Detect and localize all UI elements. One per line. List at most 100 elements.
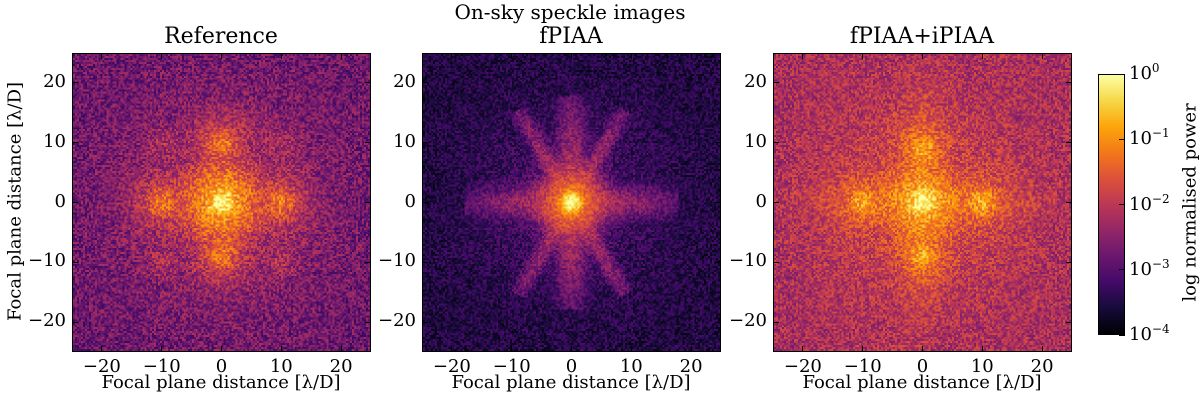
colorbar-tick-mark bbox=[1119, 334, 1125, 336]
x-tick-label: 0 bbox=[565, 356, 578, 377]
x-tick-mark bbox=[981, 53, 983, 59]
x-tick-mark bbox=[922, 346, 923, 352]
y-tick-mark bbox=[773, 261, 779, 263]
x-tick-label: −20 bbox=[82, 356, 121, 377]
colorbar-tick-label: 10−1 bbox=[1129, 126, 1170, 149]
y-tick-mark bbox=[773, 142, 779, 144]
x-tick-mark bbox=[161, 53, 163, 59]
tick-exponent: −2 bbox=[1151, 191, 1170, 206]
y-tick-label: −20 bbox=[28, 310, 66, 332]
x-tick-label: 10 bbox=[619, 356, 643, 377]
x-tick-mark bbox=[101, 346, 103, 352]
x-tick-label: 20 bbox=[1030, 356, 1054, 377]
y-tick-mark bbox=[422, 82, 428, 84]
y-tick-mark bbox=[715, 202, 721, 203]
y-tick-label: −20 bbox=[729, 310, 767, 332]
tick-exponent: −1 bbox=[1151, 126, 1170, 141]
y-tick-label: −10 bbox=[729, 250, 767, 272]
y-tick-mark bbox=[365, 142, 371, 144]
colorbar-tick-label: 100 bbox=[1129, 61, 1160, 84]
x-tick-label: −20 bbox=[432, 356, 471, 377]
colorbar-tick-mark bbox=[1119, 73, 1125, 75]
x-tick-mark bbox=[571, 53, 572, 59]
y-tick-mark bbox=[72, 321, 78, 323]
x-axis-label: Focal plane distance [λ/D] bbox=[451, 372, 691, 393]
y-tick-mark bbox=[715, 321, 721, 323]
y-tick-mark bbox=[422, 202, 428, 203]
x-tick-label: −10 bbox=[142, 356, 181, 377]
x-tick-label: −10 bbox=[843, 356, 882, 377]
panel-title-fpiaa: fPIAA bbox=[539, 24, 603, 49]
tick-base: 10 bbox=[1129, 324, 1152, 345]
heatmap-image bbox=[423, 54, 720, 351]
x-tick-mark bbox=[690, 346, 692, 352]
x-tick-mark bbox=[571, 346, 572, 352]
tick-exponent: −4 bbox=[1151, 322, 1170, 336]
y-tick-mark bbox=[773, 321, 779, 323]
x-tick-mark bbox=[101, 53, 103, 59]
colorbar-tick-label: 10−2 bbox=[1129, 192, 1170, 215]
colorbar-label: log normalised power bbox=[1179, 103, 1200, 302]
y-tick-mark bbox=[1066, 321, 1072, 323]
y-tick-label: 0 bbox=[755, 190, 767, 212]
x-tick-mark bbox=[451, 53, 453, 59]
y-tick-label: 20 bbox=[393, 70, 416, 92]
y-tick-mark bbox=[72, 82, 78, 84]
y-tick-label: 10 bbox=[43, 130, 66, 152]
colorbar-tick-mark bbox=[1119, 269, 1125, 271]
x-tick-mark bbox=[221, 53, 222, 59]
y-tick-mark bbox=[72, 142, 78, 144]
x-tick-mark bbox=[862, 346, 864, 352]
x-tick-mark bbox=[922, 53, 923, 59]
x-tick-mark bbox=[280, 53, 282, 59]
tick-exponent: 0 bbox=[1151, 61, 1160, 75]
y-tick-label: 20 bbox=[43, 70, 66, 92]
x-tick-mark bbox=[1041, 53, 1043, 59]
x-tick-mark bbox=[340, 53, 342, 59]
heatmap-image bbox=[774, 54, 1071, 351]
x-tick-mark bbox=[280, 346, 282, 352]
tick-base: 10 bbox=[1129, 193, 1152, 215]
y-tick-mark bbox=[773, 202, 779, 203]
y-tick-mark bbox=[715, 261, 721, 263]
y-tick-label: 0 bbox=[404, 190, 416, 212]
x-tick-label: 0 bbox=[215, 356, 228, 377]
colorbar-tick-mark bbox=[1119, 138, 1125, 140]
x-tick-mark bbox=[862, 53, 864, 59]
colorbar-tick-mark bbox=[1119, 204, 1125, 205]
tick-exponent: −3 bbox=[1151, 256, 1170, 271]
y-tick-mark bbox=[365, 261, 371, 263]
heatmap-image bbox=[73, 54, 370, 351]
x-tick-mark bbox=[511, 53, 513, 59]
y-tick-mark bbox=[1066, 202, 1072, 203]
y-tick-mark bbox=[1066, 261, 1072, 263]
y-tick-mark bbox=[72, 202, 78, 203]
y-tick-mark bbox=[715, 142, 721, 144]
x-tick-mark bbox=[340, 346, 342, 352]
x-tick-label: 20 bbox=[679, 356, 703, 377]
x-tick-mark bbox=[802, 346, 804, 352]
y-tick-label: 0 bbox=[54, 190, 66, 212]
y-tick-label: −20 bbox=[378, 310, 416, 332]
heatmap-fpiaa-ipiaa bbox=[773, 53, 1072, 352]
x-tick-mark bbox=[1041, 346, 1043, 352]
x-tick-label: −10 bbox=[492, 356, 531, 377]
x-tick-mark bbox=[221, 346, 222, 352]
x-tick-mark bbox=[802, 53, 804, 59]
x-tick-mark bbox=[981, 346, 983, 352]
y-tick-mark bbox=[365, 202, 371, 203]
y-tick-mark bbox=[715, 82, 721, 84]
x-tick-mark bbox=[161, 346, 163, 352]
y-tick-mark bbox=[422, 261, 428, 263]
x-tick-label: 0 bbox=[916, 356, 929, 377]
y-tick-mark bbox=[365, 82, 371, 84]
y-tick-label: 10 bbox=[744, 130, 767, 152]
x-tick-label: 10 bbox=[970, 356, 994, 377]
x-tick-mark bbox=[630, 346, 632, 352]
tick-base: 10 bbox=[1129, 128, 1152, 150]
y-tick-mark bbox=[1066, 82, 1072, 84]
x-axis-label: Focal plane distance [λ/D] bbox=[802, 372, 1042, 393]
x-tick-mark bbox=[630, 53, 632, 59]
y-tick-mark bbox=[422, 142, 428, 144]
y-tick-mark bbox=[773, 82, 779, 84]
